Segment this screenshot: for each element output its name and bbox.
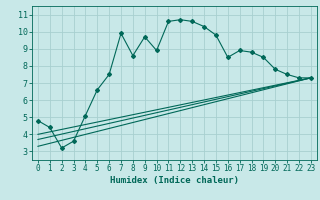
X-axis label: Humidex (Indice chaleur): Humidex (Indice chaleur) <box>110 176 239 185</box>
